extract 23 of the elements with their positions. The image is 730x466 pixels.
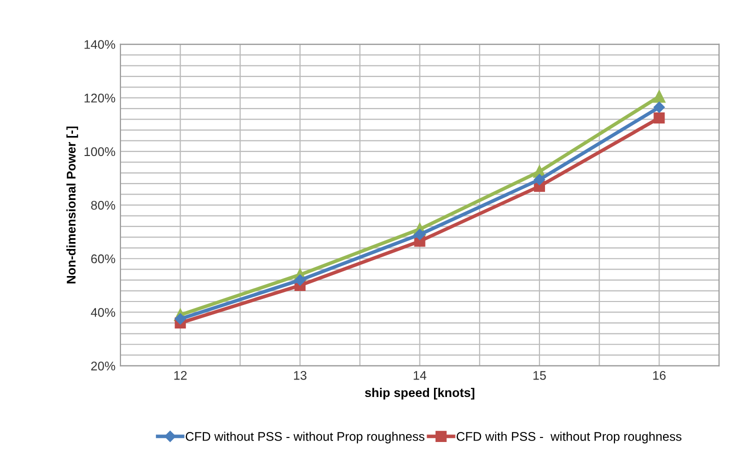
y-tick-label: 40%: [90, 308, 116, 317]
y-tick-label: 100%: [84, 147, 116, 156]
point: [534, 174, 546, 186]
x-axis-title: ship speed [knots]: [364, 388, 474, 400]
point: [294, 274, 306, 286]
legend-label: CFD with PSS - without Prop roughness: [456, 432, 682, 444]
legend-label: CFD without PSS - without Prop roughness: [186, 432, 424, 444]
point: [654, 112, 665, 124]
y-tick-label: 140%: [84, 40, 116, 49]
point: [414, 228, 426, 240]
x-tick-label: 13: [294, 371, 306, 380]
x-tick-label: 12: [174, 371, 187, 380]
y-tick-label: 80%: [91, 200, 116, 210]
x-tick-label: 14: [414, 371, 426, 380]
point: [652, 90, 666, 103]
y-tick-label: 120%: [84, 94, 116, 103]
point: [174, 313, 186, 325]
y-axis-title: Non-dimensional Power [-]: [66, 126, 78, 284]
y-tick-label: 60%: [91, 254, 116, 264]
x-tick-label: 16: [653, 371, 666, 380]
y-tick-label: 20%: [91, 362, 116, 370]
x-tick-label: 15: [533, 371, 546, 380]
point: [654, 102, 665, 113]
